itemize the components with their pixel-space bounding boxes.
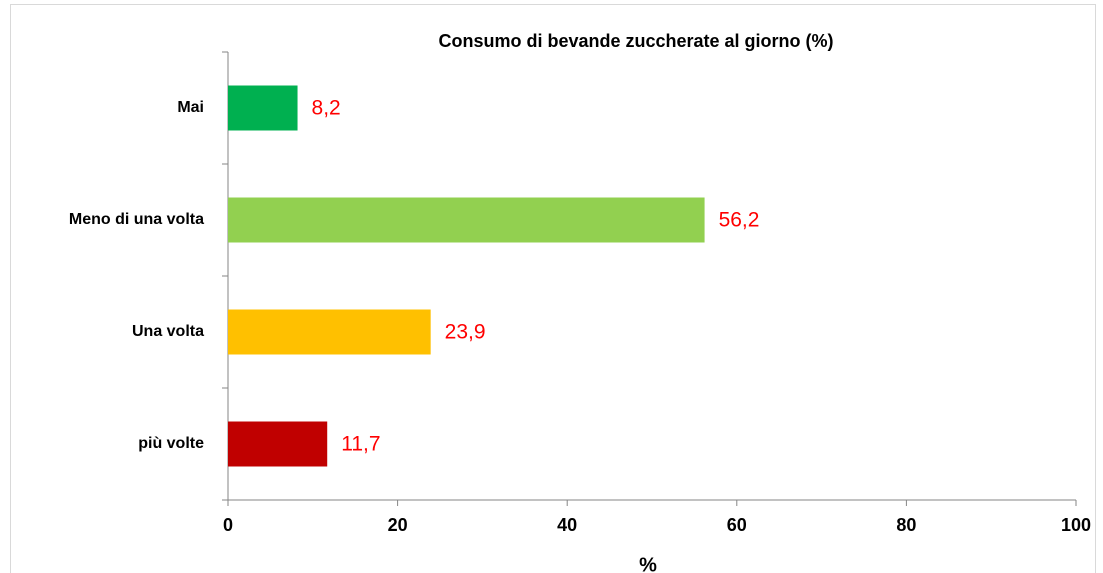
bar <box>228 421 328 467</box>
value-label: 56,2 <box>719 209 760 232</box>
value-label: 11,7 <box>341 433 380 456</box>
x-tick-label: 20 <box>388 515 408 535</box>
value-label: 23,9 <box>445 321 486 344</box>
bar <box>228 197 705 243</box>
chart-title: Consumo di bevande zuccherate al giorno … <box>438 31 833 51</box>
x-tick-label: 80 <box>896 515 916 535</box>
y-tick-label: più volte <box>138 435 204 452</box>
x-tick-label: 60 <box>727 515 747 535</box>
bar <box>228 85 298 131</box>
value-label: 8,2 <box>312 97 341 120</box>
y-tick-label: Meno di una volta <box>69 211 204 228</box>
x-tick-label: 100 <box>1061 515 1091 535</box>
chart-border <box>10 4 1096 573</box>
y-tick-label: Mai <box>177 99 204 116</box>
x-axis-label: % <box>639 554 657 573</box>
x-tick-label: 0 <box>223 515 233 535</box>
bar <box>228 309 431 355</box>
x-tick-label: 40 <box>557 515 577 535</box>
y-tick-label: Una volta <box>132 323 204 340</box>
